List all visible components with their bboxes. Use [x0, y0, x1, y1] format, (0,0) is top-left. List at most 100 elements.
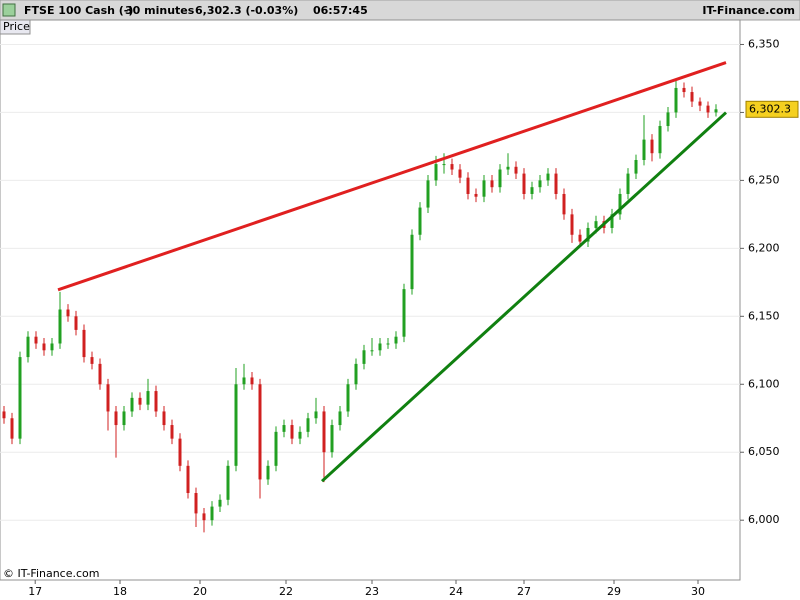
candle-body: [122, 411, 126, 426]
header-instrument: FTSE 100 Cash (-): [24, 4, 133, 17]
candle-body: [714, 109, 718, 113]
candle-body: [314, 411, 318, 419]
candle-body: [322, 411, 326, 453]
candle-body: [386, 343, 390, 345]
candle-body: [634, 160, 638, 174]
candle-body: [330, 425, 334, 453]
y-tick-label: 6,200: [748, 241, 780, 254]
x-tick-label: 23: [365, 585, 379, 598]
candle-body: [618, 193, 622, 215]
candle-body: [338, 411, 342, 426]
last-price-label: 6,302.3: [749, 102, 791, 115]
candle-body: [26, 336, 30, 358]
panel-label: Price: [3, 20, 30, 33]
logo-icon: [2, 3, 16, 17]
header-time: 06:57:45: [313, 4, 368, 17]
candle-body: [250, 377, 254, 385]
x-tick-label: 30: [691, 585, 705, 598]
candle-body: [706, 105, 710, 113]
candle-body: [2, 411, 6, 419]
candle-body: [146, 391, 150, 405]
candle-body: [394, 336, 398, 344]
candle-body: [586, 227, 590, 242]
candle-body: [234, 384, 238, 466]
candle-body: [474, 193, 478, 197]
candle-body: [218, 499, 222, 507]
y-tick-label: 6,050: [748, 445, 780, 458]
x-tick-label: 22: [279, 585, 293, 598]
candle-body: [578, 234, 582, 242]
candle-body: [170, 425, 174, 439]
x-tick-label: 17: [28, 585, 42, 598]
candle-body: [210, 506, 214, 521]
x-tick-label: 18: [113, 585, 127, 598]
candle-body: [522, 173, 526, 194]
trend-line: [320, 111, 728, 483]
candle-body: [674, 87, 678, 113]
candle-body: [378, 343, 382, 351]
last-price-box: [745, 100, 799, 118]
x-tick-label: 29: [607, 585, 621, 598]
candle-body: [666, 112, 670, 127]
candle-body: [554, 173, 558, 194]
candle-body: [434, 164, 438, 181]
candle-body: [498, 169, 502, 188]
candle-body: [42, 343, 46, 351]
candle-body: [10, 418, 14, 439]
candle-body: [626, 173, 630, 194]
candle-body: [570, 214, 574, 235]
copyright: © IT-Finance.com: [3, 567, 100, 580]
y-tick-label: 6,100: [748, 377, 780, 390]
candle-body: [514, 166, 518, 174]
candle-body: [162, 411, 166, 426]
candle-body: [66, 309, 70, 317]
candle-body: [202, 513, 206, 521]
candle-body: [594, 221, 598, 228]
candle-body: [114, 411, 118, 426]
candle-body: [266, 465, 270, 480]
candle-body: [74, 316, 78, 330]
candle-body: [610, 214, 614, 228]
x-tick-label: 20: [193, 585, 207, 598]
candle-body: [178, 438, 182, 466]
candle-body: [370, 350, 374, 352]
candle-body: [642, 139, 646, 160]
candle-body: [186, 465, 190, 494]
candle-body: [354, 363, 358, 385]
candle-body: [546, 173, 550, 181]
candle-body: [530, 187, 534, 194]
panel-label-box: [0, 19, 31, 35]
candle-body: [466, 177, 470, 194]
candle-body: [698, 101, 702, 106]
candle-body: [402, 289, 406, 337]
candle-body: [410, 234, 414, 290]
plot-area: [0, 19, 741, 581]
candle-body: [450, 164, 454, 170]
y-tick-label: 6,250: [748, 173, 780, 186]
header-price: 6,302.3 (-0.03%): [195, 4, 298, 17]
candle-body: [290, 425, 294, 439]
candle-body: [506, 166, 510, 170]
candle-body: [490, 180, 494, 188]
candle-body: [130, 397, 134, 412]
candle-body: [106, 384, 110, 412]
candle-body: [442, 164, 446, 166]
candle-body: [282, 425, 286, 432]
candle-body: [650, 139, 654, 154]
y-tick-label: 6,350: [748, 37, 780, 50]
y-tick-label: 6,000: [748, 513, 780, 526]
candle-body: [18, 357, 22, 439]
candle-body: [658, 126, 662, 154]
candle-body: [418, 207, 422, 235]
candle-body: [306, 418, 310, 432]
candle-body: [298, 431, 302, 439]
y-tick-label: 6,150: [748, 309, 780, 322]
candle-body: [50, 343, 54, 351]
candle-body: [426, 180, 430, 208]
candle-body: [226, 465, 230, 500]
candle-body: [274, 431, 278, 466]
candle-body: [458, 169, 462, 178]
candle-body: [538, 180, 542, 188]
candle-body: [194, 493, 198, 514]
